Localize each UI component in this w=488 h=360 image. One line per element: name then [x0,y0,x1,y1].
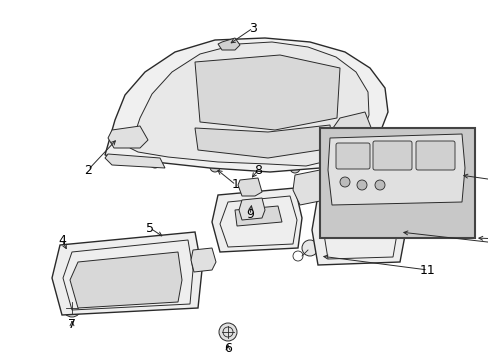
Text: 11: 11 [419,264,435,276]
Circle shape [209,162,220,172]
FancyBboxPatch shape [415,141,454,170]
Polygon shape [235,206,282,226]
FancyBboxPatch shape [372,141,411,170]
Polygon shape [218,38,240,50]
Polygon shape [292,170,325,205]
Polygon shape [191,248,216,272]
Polygon shape [238,178,262,196]
Ellipse shape [239,45,257,55]
Polygon shape [212,188,302,252]
Polygon shape [130,42,368,166]
Circle shape [219,323,237,341]
Bar [332,234,384,252]
Polygon shape [105,38,387,172]
FancyBboxPatch shape [335,143,369,169]
Text: 4: 4 [58,234,66,247]
Text: 7: 7 [68,319,76,332]
Circle shape [339,177,349,187]
Polygon shape [195,55,339,130]
Circle shape [150,158,160,168]
Text: 6: 6 [224,342,231,355]
Text: 2: 2 [84,163,92,176]
Circle shape [356,180,366,190]
Bar [319,128,474,238]
Polygon shape [239,198,264,220]
Bar [332,208,384,230]
Text: 3: 3 [248,22,256,35]
Circle shape [374,180,384,190]
Polygon shape [105,154,164,168]
Polygon shape [195,125,332,158]
Polygon shape [52,232,202,315]
Polygon shape [70,252,182,308]
Polygon shape [327,134,464,205]
Polygon shape [311,190,405,265]
Polygon shape [108,126,148,148]
Text: 1: 1 [232,179,240,192]
Text: 8: 8 [253,163,262,176]
Polygon shape [332,112,371,142]
Circle shape [302,240,317,256]
Circle shape [289,163,299,173]
Text: 9: 9 [245,208,253,221]
Text: 5: 5 [146,221,154,234]
Circle shape [63,299,81,317]
